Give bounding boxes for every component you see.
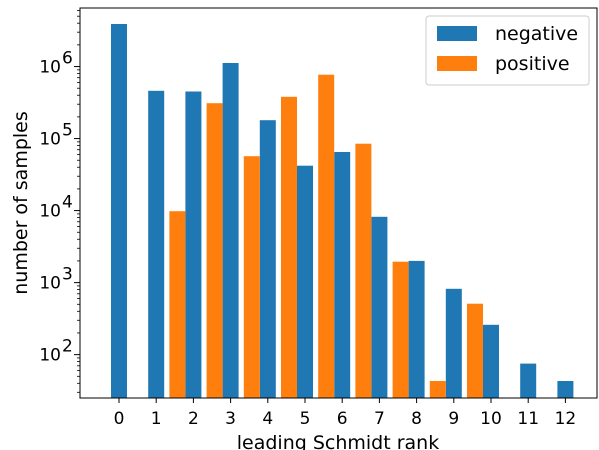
bar-negative-6 (334, 152, 351, 398)
bar-negative-0 (111, 24, 127, 398)
bar-negative-11 (520, 363, 537, 398)
bars-layer (111, 24, 574, 399)
y-tick-exponent: 4 (62, 193, 73, 213)
x-tick-label: 10 (480, 409, 502, 429)
bar-negative-3 (222, 63, 239, 398)
bar-positive-6 (318, 74, 335, 398)
x-tick-label: 8 (411, 409, 422, 429)
y-tick-exponent: 3 (62, 265, 73, 285)
bar-negative-9 (445, 288, 462, 398)
y-tick-exponent: 5 (62, 121, 73, 141)
x-tick-label: 12 (555, 409, 577, 429)
bar-negative-1 (148, 90, 165, 399)
legend: negative positive (425, 15, 590, 86)
x-tick-label: 2 (188, 409, 199, 429)
bar-negative-8 (408, 260, 425, 398)
legend-swatch-negative (437, 26, 477, 41)
x-axis-label: leading Schmidt rank (237, 432, 439, 450)
bar-positive-10 (467, 303, 483, 398)
legend-label-positive: positive (495, 53, 570, 75)
bar-negative-5 (297, 165, 313, 398)
x-axis-ticks: 0 1 2 3 4 5 6 7 8 9 10 11 12 (114, 398, 577, 429)
bar-negative-7 (371, 216, 388, 398)
bar-positive-2 (169, 211, 186, 398)
bar-positive-8 (392, 261, 409, 398)
x-tick-label: 1 (151, 409, 162, 429)
x-tick-label: 11 (517, 409, 539, 429)
y-axis-label: number of samples (10, 111, 32, 295)
x-tick-label: 5 (300, 409, 311, 429)
bar-positive-9 (429, 381, 446, 398)
y-tick-label: 10 (39, 274, 61, 294)
bar-positive-7 (355, 143, 372, 398)
y-tick-label: 10 (39, 346, 61, 366)
bar-negative-2 (185, 91, 202, 398)
bar-negative-4 (259, 120, 276, 398)
x-tick-label: 6 (337, 409, 348, 429)
bar-positive-3 (206, 103, 223, 398)
x-tick-label: 0 (114, 409, 125, 429)
legend-label-negative: negative (495, 23, 578, 45)
bar-positive-5 (281, 96, 297, 399)
x-tick-label: 3 (225, 409, 236, 429)
y-tick-label: 10 (39, 202, 61, 222)
x-tick-label: 7 (374, 409, 385, 429)
bar-negative-12 (557, 381, 574, 398)
y-tick-label: 10 (39, 130, 61, 150)
x-tick-label: 9 (448, 409, 459, 429)
y-tick-exponent: 2 (62, 337, 73, 357)
bar-negative-10 (483, 324, 499, 398)
plot-frame (79, 7, 598, 399)
legend-swatch-positive (437, 56, 477, 71)
y-tick-label: 10 (39, 58, 61, 78)
bar-positive-4 (243, 156, 260, 398)
y-tick-exponent: 6 (62, 49, 73, 69)
x-tick-label: 4 (262, 409, 273, 429)
